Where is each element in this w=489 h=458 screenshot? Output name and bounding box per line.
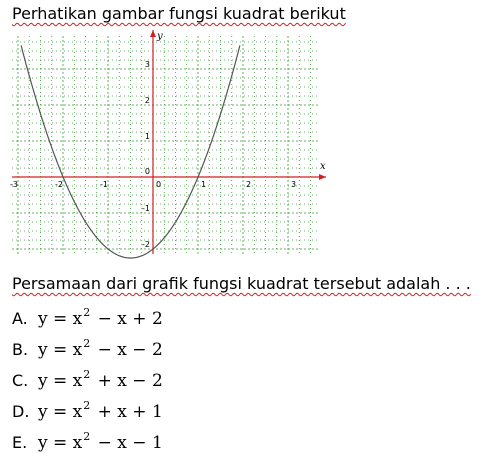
y-tick-label: 2	[145, 96, 150, 105]
option-letter: A.	[12, 309, 28, 328]
x-tick-label: 1	[201, 180, 206, 189]
expr-rest: + x − 2	[92, 371, 163, 391]
x-axis-label: x	[320, 161, 326, 172]
expr-rest: − x − 2	[92, 340, 163, 360]
option-d[interactable]: D. y = x2 + x + 1	[12, 399, 163, 422]
question-prompt: Persamaan dari grafik fungsi kuadrat ter…	[12, 274, 471, 293]
option-letter: C.	[12, 371, 29, 390]
graph-axes: xy	[12, 30, 326, 254]
expr-rest: − x + 2	[92, 309, 163, 329]
origin-label: 0	[156, 180, 161, 189]
x-tick-label: -3	[10, 180, 18, 189]
expr-base: y = x	[38, 340, 83, 360]
option-expression: y = x2 − x − 2	[38, 337, 163, 360]
expr-exponent: 2	[83, 306, 91, 319]
option-b[interactable]: B. y = x2 − x − 2	[12, 337, 163, 360]
expr-rest: + x + 1	[92, 402, 163, 422]
expr-base: y = x	[38, 433, 83, 453]
y-tick-label: 0	[145, 167, 150, 176]
expr-base: y = x	[38, 371, 83, 391]
option-a[interactable]: A. y = x2 − x + 2	[12, 306, 163, 329]
expr-exponent: 2	[83, 399, 91, 412]
y-tick-label: -2	[142, 240, 150, 249]
expr-exponent: 2	[83, 430, 91, 443]
x-tick-label: 2	[246, 180, 251, 189]
expr-exponent: 2	[83, 337, 91, 350]
option-letter: D.	[12, 402, 30, 421]
option-expression: y = x2 + x − 2	[38, 368, 163, 391]
graph-tick-labels: -3 -2 -1 1 2 3 3 2 1 0 -1 -2 0	[10, 60, 296, 249]
question-text: Persamaan dari grafik fungsi kuadrat ter…	[12, 274, 471, 293]
option-letter: B.	[12, 340, 29, 359]
option-letter: E.	[12, 433, 28, 452]
y-tick-label: 1	[145, 132, 150, 141]
option-c[interactable]: C. y = x2 + x − 2	[12, 368, 163, 391]
option-e[interactable]: E. y = x2 − x − 1	[12, 430, 163, 453]
option-expression: y = x2 + x + 1	[38, 399, 163, 422]
y-axis-arrow	[150, 30, 156, 37]
y-tick-label: 3	[145, 60, 150, 69]
expr-base: y = x	[38, 309, 83, 329]
x-tick-label: -2	[55, 180, 63, 189]
parabola-curve	[20, 45, 241, 259]
expr-base: y = x	[38, 402, 83, 422]
expr-exponent: 2	[83, 368, 91, 381]
y-tick-label: -1	[142, 204, 150, 213]
option-expression: y = x2 − x − 1	[38, 430, 163, 453]
x-tick-label: -1	[100, 180, 108, 189]
expr-rest: − x − 1	[92, 433, 163, 453]
x-axis-arrow	[319, 174, 326, 180]
x-tick-label: 3	[291, 180, 296, 189]
question-title: Perhatikan gambar fungsi kuadrat berikut	[12, 4, 346, 23]
title-text: Perhatikan gambar fungsi kuadrat berikut	[12, 4, 346, 23]
y-axis-label: y	[156, 31, 163, 42]
graph-grid	[12, 36, 318, 254]
option-expression: y = x2 − x + 2	[38, 306, 163, 329]
